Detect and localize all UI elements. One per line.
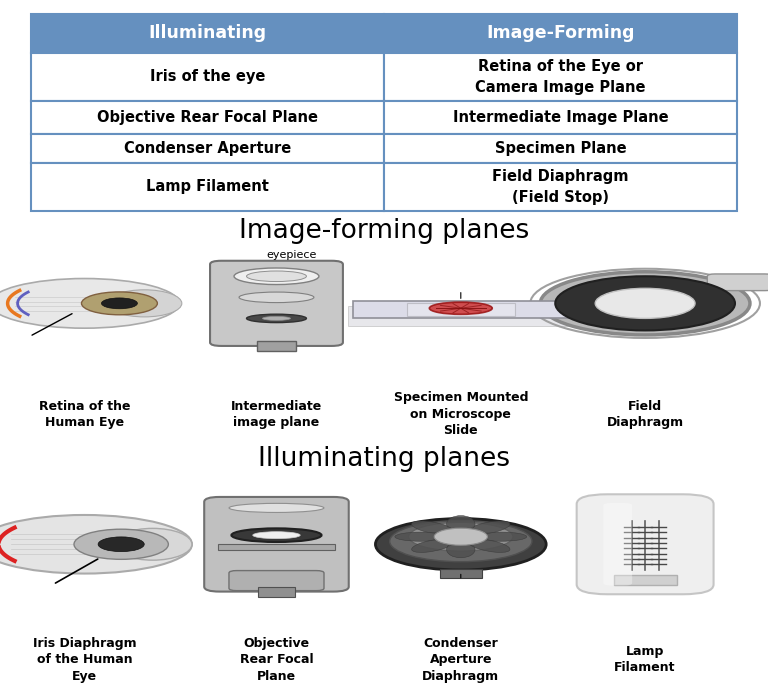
FancyBboxPatch shape bbox=[217, 544, 336, 550]
FancyBboxPatch shape bbox=[229, 571, 324, 591]
Text: Illuminating planes: Illuminating planes bbox=[258, 446, 510, 472]
Ellipse shape bbox=[247, 271, 306, 281]
Ellipse shape bbox=[395, 532, 447, 541]
Circle shape bbox=[541, 272, 750, 335]
FancyBboxPatch shape bbox=[204, 497, 349, 591]
Circle shape bbox=[434, 528, 488, 545]
Text: Specimen Mounted
on Microscope
Slide: Specimen Mounted on Microscope Slide bbox=[393, 392, 528, 437]
Text: Intermediate
image plane: Intermediate image plane bbox=[231, 399, 322, 429]
Ellipse shape bbox=[231, 529, 322, 542]
Circle shape bbox=[81, 292, 157, 315]
FancyBboxPatch shape bbox=[440, 569, 482, 578]
Ellipse shape bbox=[468, 521, 510, 534]
FancyBboxPatch shape bbox=[31, 134, 384, 163]
FancyBboxPatch shape bbox=[384, 14, 737, 53]
FancyBboxPatch shape bbox=[384, 134, 737, 163]
FancyBboxPatch shape bbox=[257, 341, 296, 352]
FancyBboxPatch shape bbox=[31, 14, 384, 53]
Ellipse shape bbox=[376, 518, 546, 570]
Ellipse shape bbox=[229, 503, 324, 513]
FancyBboxPatch shape bbox=[31, 101, 384, 134]
FancyBboxPatch shape bbox=[31, 53, 384, 101]
Text: Condenser Aperture: Condenser Aperture bbox=[124, 141, 291, 156]
Text: Image-Forming: Image-Forming bbox=[486, 24, 635, 42]
Ellipse shape bbox=[412, 521, 454, 534]
FancyBboxPatch shape bbox=[604, 503, 632, 585]
Ellipse shape bbox=[114, 529, 192, 560]
FancyBboxPatch shape bbox=[707, 274, 768, 291]
Ellipse shape bbox=[263, 316, 290, 321]
FancyBboxPatch shape bbox=[407, 303, 515, 316]
FancyBboxPatch shape bbox=[384, 53, 737, 101]
Text: Iris of the eye: Iris of the eye bbox=[150, 69, 265, 84]
FancyBboxPatch shape bbox=[577, 494, 713, 594]
FancyBboxPatch shape bbox=[349, 306, 573, 326]
Text: Illuminating: Illuminating bbox=[148, 24, 266, 42]
Circle shape bbox=[595, 288, 695, 319]
Circle shape bbox=[101, 298, 137, 309]
Circle shape bbox=[555, 276, 735, 330]
Text: Field Diaphragm
(Field Stop): Field Diaphragm (Field Stop) bbox=[492, 169, 629, 205]
Ellipse shape bbox=[412, 539, 454, 552]
Text: Objective Rear Focal Plane: Objective Rear Focal Plane bbox=[97, 110, 318, 125]
Ellipse shape bbox=[253, 531, 300, 539]
Text: Objective
Rear Focal
Plane: Objective Rear Focal Plane bbox=[240, 636, 313, 683]
Circle shape bbox=[74, 529, 168, 559]
FancyBboxPatch shape bbox=[31, 163, 384, 211]
Ellipse shape bbox=[429, 302, 492, 314]
Ellipse shape bbox=[107, 290, 182, 317]
Text: Retina of the
Human Eye: Retina of the Human Eye bbox=[38, 399, 131, 429]
Text: Lamp
Filament: Lamp Filament bbox=[614, 645, 676, 674]
Text: Iris Diaphragm
of the Human
Eye: Iris Diaphragm of the Human Eye bbox=[33, 636, 136, 683]
Ellipse shape bbox=[446, 541, 475, 558]
FancyBboxPatch shape bbox=[353, 301, 568, 319]
Ellipse shape bbox=[0, 515, 192, 574]
Ellipse shape bbox=[247, 314, 306, 323]
FancyBboxPatch shape bbox=[384, 163, 737, 211]
Circle shape bbox=[98, 537, 144, 551]
Text: Lamp Filament: Lamp Filament bbox=[146, 179, 269, 194]
Text: Specimen Plane: Specimen Plane bbox=[495, 141, 627, 156]
FancyBboxPatch shape bbox=[384, 101, 737, 134]
Ellipse shape bbox=[239, 292, 314, 303]
Ellipse shape bbox=[409, 522, 513, 551]
FancyBboxPatch shape bbox=[210, 261, 343, 346]
Text: Image-forming planes: Image-forming planes bbox=[239, 218, 529, 244]
Text: Retina of the Eye or
Camera Image Plane: Retina of the Eye or Camera Image Plane bbox=[475, 59, 646, 95]
Ellipse shape bbox=[0, 278, 179, 328]
Text: eyepiece: eyepiece bbox=[266, 249, 316, 260]
Text: Field
Diaphragm: Field Diaphragm bbox=[607, 399, 684, 429]
Text: Condenser
Aperture
Diaphragm: Condenser Aperture Diaphragm bbox=[422, 636, 499, 683]
FancyBboxPatch shape bbox=[257, 587, 296, 597]
FancyBboxPatch shape bbox=[614, 575, 677, 585]
Ellipse shape bbox=[234, 268, 319, 285]
Text: Intermediate Image Plane: Intermediate Image Plane bbox=[453, 110, 668, 125]
Ellipse shape bbox=[446, 515, 475, 532]
Ellipse shape bbox=[389, 521, 532, 562]
Ellipse shape bbox=[468, 539, 510, 552]
Ellipse shape bbox=[475, 532, 527, 541]
